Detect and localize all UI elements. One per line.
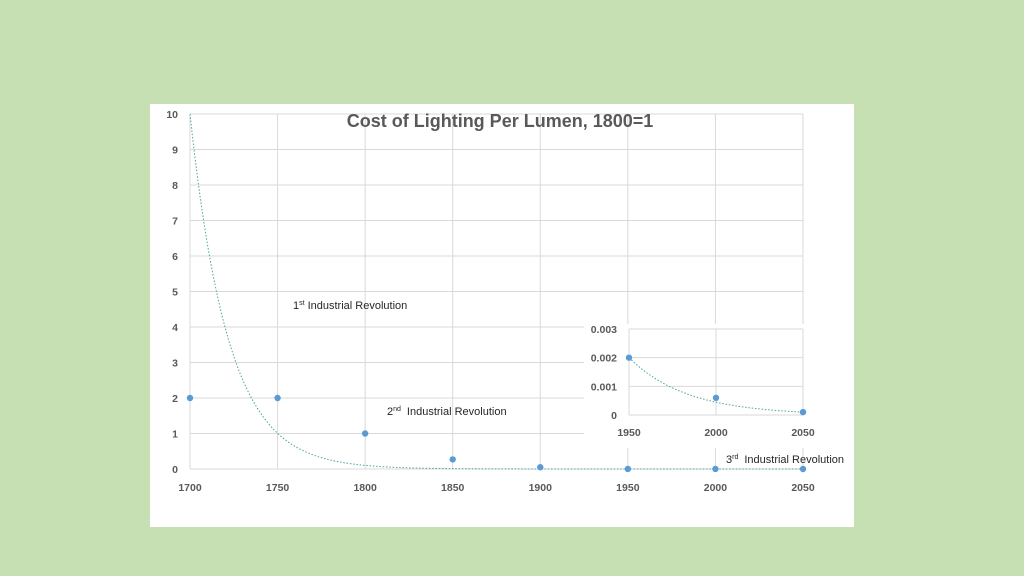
data-point-1800	[361, 430, 369, 437]
inset-x-tick-label-2050: 2050	[791, 427, 815, 439]
chart-panel: 0 1 2 3 4 5 6 7 8 9 10 1700 1750 1800 1850 1900 1950 2000…	[150, 104, 854, 527]
x-tick-label-1900: 1900	[529, 482, 553, 494]
y-tick-label-7: 7	[172, 216, 178, 228]
x-tick-label-2050: 2050	[791, 482, 815, 494]
chart-title: Cost of Lighting Per Lumen, 1800=1	[347, 111, 654, 131]
annotation-third-revolution: 3rd Industrial Revolution	[726, 454, 844, 466]
y-tick-label-4: 4	[172, 322, 178, 334]
y-tick-label-2: 2	[172, 393, 178, 405]
data-point-1900	[537, 464, 544, 471]
x-tick-label-1700: 1700	[178, 482, 202, 494]
y-tick-label-8: 8	[172, 180, 178, 192]
x-tick-label-2000: 2000	[704, 482, 728, 494]
inset-y-tick-label-0.001: 0.001	[591, 381, 617, 393]
annotation-second-revolution: 2nd Industrial Revolution	[387, 406, 507, 418]
y-tick-label-0: 0	[172, 464, 178, 476]
data-point-1950	[624, 465, 632, 473]
y-tick-label-3: 3	[172, 358, 178, 370]
annotation-first-revolution: 1st Industrial Revolution	[293, 300, 407, 312]
data-point-2000	[712, 465, 719, 473]
y-tick-label-5: 5	[172, 287, 178, 299]
y-tick-label-10: 10	[166, 109, 178, 121]
inset-x-tick-label-2000: 2000	[704, 427, 728, 439]
main-trendline	[189, 113, 803, 470]
x-tick-label-1800: 1800	[353, 482, 377, 494]
inset-y-tick-label-0.003: 0.003	[591, 324, 617, 336]
inset-data-point-1950	[625, 354, 633, 361]
data-point-1850	[449, 456, 456, 463]
x-tick-label-1950: 1950	[616, 482, 640, 494]
inset-x-tick-label-1950: 1950	[617, 427, 641, 439]
inset-y-tick-label-0: 0	[611, 410, 617, 422]
y-tick-label-1: 1	[172, 429, 178, 441]
y-tick-label-6: 6	[172, 251, 178, 263]
inset-y-tick-label-0.002: 0.002	[591, 353, 617, 365]
inset-trendline	[628, 357, 804, 413]
inset-data-point-2000	[712, 394, 720, 401]
x-tick-label-1750: 1750	[266, 482, 290, 494]
data-point-2050	[799, 465, 807, 473]
y-tick-label-9: 9	[172, 145, 178, 157]
inset-data-point-2050	[799, 408, 807, 416]
inset-chart: 0 0.001 0.002 0.003 1950 2000 2050	[584, 324, 815, 448]
data-point-1700	[186, 394, 194, 402]
x-tick-label-1850: 1850	[441, 482, 465, 494]
data-point-1750	[274, 394, 281, 402]
lighting-cost-chart: 0 1 2 3 4 5 6 7 8 9 10 1700 1750 1800 1850 1900 1950 2000…	[166, 109, 844, 494]
